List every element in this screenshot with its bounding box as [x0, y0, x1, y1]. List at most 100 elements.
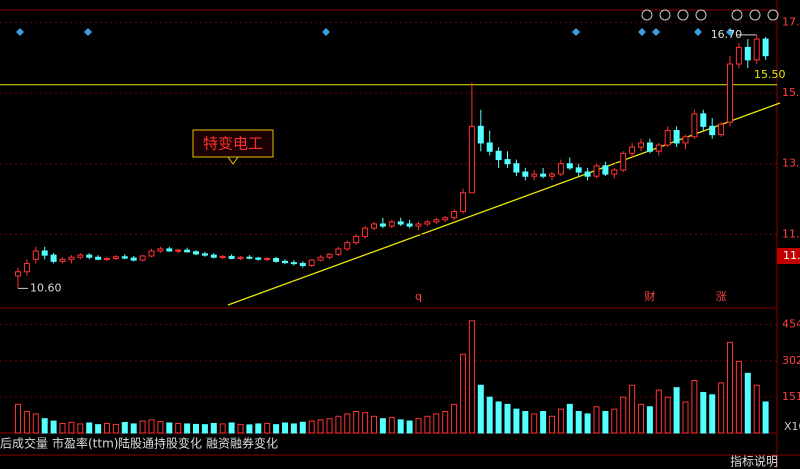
volume-bar — [95, 424, 102, 434]
candle-body — [273, 257, 280, 262]
candle-body — [620, 152, 627, 171]
volume-bar — [638, 403, 644, 434]
volume-bar — [664, 396, 671, 434]
volume-bar — [148, 419, 155, 434]
candle-body — [549, 173, 555, 177]
tab[interactable]: 市盈率(ttm) — [52, 436, 118, 451]
candle-body — [709, 125, 716, 136]
ref-label: 15.50 — [754, 68, 786, 81]
candle-body — [495, 150, 502, 161]
volume-bar — [406, 420, 413, 434]
volume-bar — [682, 401, 689, 434]
y-tick-label: 17.00 — [782, 15, 800, 28]
event-marker: 涨 — [716, 290, 727, 303]
volume-bar — [273, 424, 280, 434]
candle-body — [718, 123, 725, 136]
volume-bar — [290, 423, 297, 434]
volume-bar — [139, 420, 146, 434]
volume-bar — [486, 396, 493, 434]
stock-name: 特变电工 — [203, 135, 263, 153]
candle-body — [584, 171, 591, 177]
volume-bar — [317, 419, 324, 434]
candle-body — [344, 242, 351, 250]
candle-body — [540, 173, 547, 177]
candle-body — [486, 142, 493, 152]
tab[interactable]: 后成交量 — [0, 436, 48, 451]
volume-bar — [68, 421, 75, 434]
volume-bar — [255, 423, 262, 434]
candle-body — [655, 144, 662, 152]
candle-body — [23, 262, 30, 273]
volume-bar — [41, 418, 48, 434]
candle-body — [264, 257, 271, 260]
candle-body — [424, 221, 431, 225]
volume-bar — [388, 416, 395, 434]
candle-body — [219, 255, 226, 258]
volume-bar — [718, 382, 725, 434]
candle-body — [477, 125, 484, 144]
volume-bar — [77, 423, 84, 434]
candle-body — [210, 254, 217, 258]
candle-body — [112, 256, 119, 259]
volume-bar — [130, 423, 137, 434]
marker-diamonds — [16, 28, 734, 36]
candle-body — [166, 248, 173, 252]
candle-body — [744, 46, 751, 61]
volume-bar — [210, 422, 217, 434]
cursor-label: 11.8 — [783, 249, 800, 262]
candle-body — [148, 250, 155, 257]
candle-body — [308, 259, 315, 267]
candle-body — [629, 146, 636, 154]
volume-bar — [655, 389, 662, 434]
candle-body — [353, 235, 360, 244]
toolbar[interactable] — [641, 9, 779, 21]
candle-body — [664, 129, 671, 146]
volume-bar — [477, 384, 484, 434]
candle-body — [121, 256, 128, 259]
candle-body — [646, 142, 653, 152]
candle-body — [68, 256, 75, 260]
candle-body — [201, 253, 208, 256]
volume-bar — [611, 408, 618, 434]
candle-body — [299, 262, 306, 267]
tab[interactable]: 融资融券变化 — [206, 436, 278, 451]
candle-body — [41, 250, 48, 256]
candle-body — [593, 165, 600, 177]
candle-body — [255, 257, 262, 260]
candle-body — [406, 223, 413, 227]
help-link[interactable]: 指标说明 — [730, 454, 778, 469]
volume-bar — [157, 421, 164, 434]
volume-bar — [540, 411, 547, 434]
event-marker: q — [415, 290, 422, 303]
candle-body — [371, 223, 377, 229]
candle-body — [522, 171, 529, 177]
volume-bar — [753, 384, 760, 434]
candle-body — [682, 136, 689, 144]
volume-bar — [15, 403, 21, 434]
volume-bar — [219, 423, 226, 434]
volume-bar — [549, 415, 555, 434]
volume-bar — [762, 401, 769, 434]
candle-body — [602, 165, 609, 175]
volume-bar — [584, 413, 591, 434]
volume-bar — [201, 424, 208, 434]
volume-bar — [495, 401, 502, 434]
candle-body — [104, 257, 110, 260]
volume-bar — [397, 419, 404, 434]
candle-body — [735, 46, 742, 65]
candle-body — [727, 63, 733, 123]
tab[interactable]: 陆股通持股变化 — [118, 436, 202, 451]
event-marker: 财 — [644, 289, 655, 303]
candle-body — [451, 211, 458, 219]
candle-body — [531, 173, 538, 177]
candle-body — [433, 219, 440, 223]
volume-bar — [228, 422, 235, 434]
volume-bar — [326, 418, 333, 434]
volume-bar — [504, 403, 511, 434]
volume-bar — [121, 421, 128, 434]
volume-bar — [575, 411, 582, 434]
volume-bar — [691, 379, 698, 434]
volume-bar — [673, 387, 680, 434]
volume-bar — [59, 422, 66, 434]
low-label: 10.60 — [30, 281, 62, 294]
